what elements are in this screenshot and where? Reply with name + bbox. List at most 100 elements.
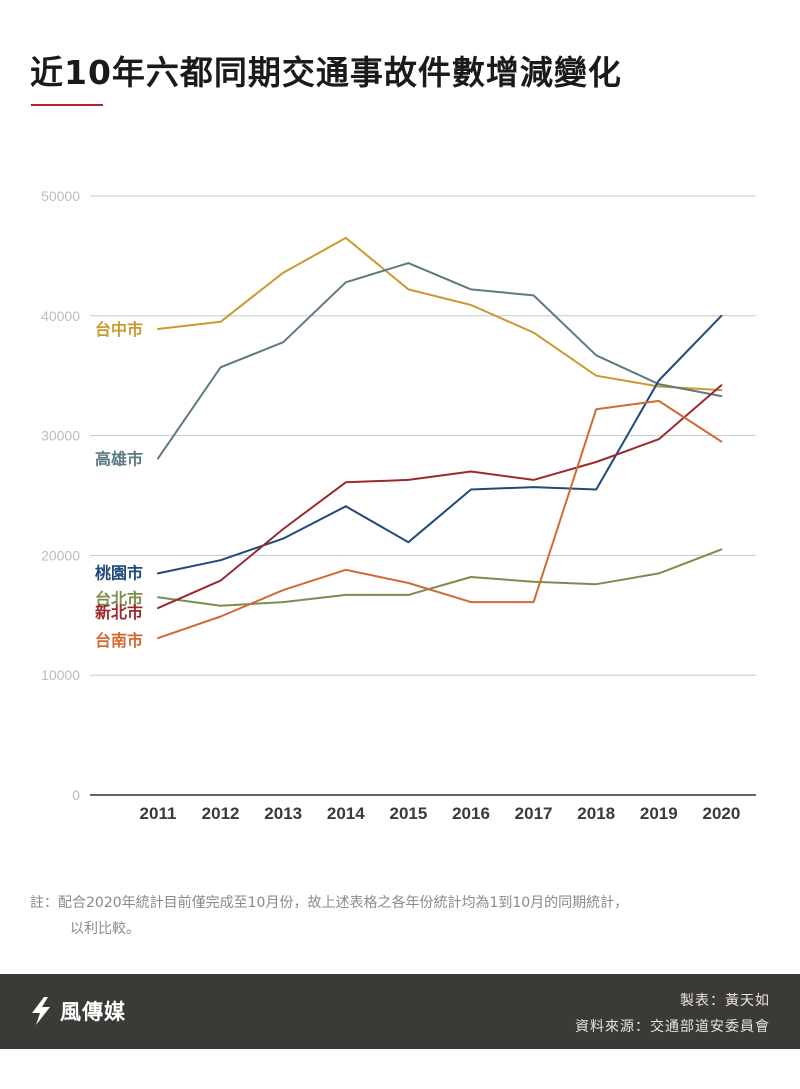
data-point — [156, 326, 161, 331]
x-tick-label: 2017 — [515, 804, 553, 823]
x-tick-label: 2018 — [577, 804, 615, 823]
y-tick-label: 40000 — [41, 308, 80, 324]
x-tick-label: 2015 — [389, 804, 427, 823]
data-point — [406, 580, 411, 585]
data-point — [469, 487, 474, 492]
data-point — [656, 378, 661, 383]
brand-name: 風傳媒 — [60, 1000, 126, 1024]
data-point — [218, 365, 223, 370]
footnote: 註：配合2020年統計目前僅完成至10月份，故上述表格之各年份統計均為1到10月… — [30, 890, 760, 942]
data-point — [406, 261, 411, 266]
data-point — [719, 313, 724, 318]
data-point — [469, 287, 474, 292]
gridlines — [90, 195, 756, 796]
data-point — [531, 330, 536, 335]
data-point — [531, 293, 536, 298]
x-tick-label: 2019 — [640, 804, 678, 823]
data-point — [719, 388, 724, 393]
data-point — [343, 235, 348, 240]
data-point — [281, 270, 286, 275]
credits: 製表：黃天如 資料來源：交通部道安委員會 — [575, 988, 770, 1040]
data-point — [469, 469, 474, 474]
y-tick-label: 10000 — [41, 667, 80, 683]
data-point — [343, 280, 348, 285]
data-point — [531, 579, 536, 584]
y-tick-label: 50000 — [41, 188, 80, 204]
data-point — [156, 606, 161, 611]
data-point — [218, 578, 223, 583]
series-lines — [156, 235, 724, 641]
data-point — [218, 558, 223, 563]
series-line — [157, 399, 723, 640]
series-label: 新北市 — [95, 603, 143, 622]
series-label: 台南市 — [95, 631, 143, 650]
data-point — [406, 540, 411, 545]
data-point — [406, 477, 411, 482]
y-tick-label: 20000 — [41, 547, 80, 563]
data-point — [719, 439, 724, 444]
series-label: 台北市 — [95, 589, 143, 608]
data-point — [594, 487, 599, 492]
data-point — [343, 592, 348, 597]
x-axis-ticks: 2011 2012 2013 2014 2015 2016 2017 2018 2019 2020 — [140, 804, 741, 823]
data-point — [469, 303, 474, 308]
x-tick-label: 2016 — [452, 804, 490, 823]
data-point — [594, 582, 599, 587]
y-tick-label: 30000 — [41, 428, 80, 444]
data-point — [281, 340, 286, 345]
data-point — [594, 407, 599, 412]
data-point — [156, 636, 161, 641]
data-point — [469, 600, 474, 605]
data-point — [594, 353, 599, 358]
data-point — [594, 373, 599, 378]
series-line — [157, 314, 723, 575]
data-point — [531, 477, 536, 482]
data-point — [156, 456, 161, 461]
x-tick-label: 2012 — [202, 804, 240, 823]
lightning-bolt-icon — [32, 997, 50, 1025]
data-point — [594, 459, 599, 464]
series-label: 台中市 — [95, 320, 143, 339]
series-label: 高雄市 — [95, 449, 143, 468]
footnote-line-1: 註：配合2020年統計目前僅完成至10月份，故上述表格之各年份統計均為1到10月… — [30, 895, 629, 911]
series-label: 桃園市 — [95, 563, 143, 582]
data-point — [218, 614, 223, 619]
footer-bar: 風傳媒 製表：黃天如 資料來源：交通部道安委員會 — [0, 974, 800, 1049]
data-point — [656, 571, 661, 576]
data-point — [156, 571, 161, 576]
x-tick-label: 2011 — [140, 804, 177, 823]
data-point — [469, 574, 474, 579]
chart-title: 近10年六都同期交通事故件數增減變化 — [30, 53, 622, 92]
data-point — [281, 600, 286, 605]
data-point — [281, 527, 286, 532]
brand-logo[interactable]: 風傳媒 — [30, 996, 126, 1026]
y-tick-label: 0 — [72, 787, 80, 803]
title-accent-rule — [31, 104, 103, 106]
data-point — [719, 394, 724, 399]
data-point — [281, 536, 286, 541]
x-tick-label: 2013 — [264, 804, 302, 823]
data-point — [406, 592, 411, 597]
y-axis-ticks: 0 10000 20000 30000 40000 50000 — [41, 188, 80, 803]
credit-author: 製表：黃天如 — [680, 993, 770, 1009]
data-point — [531, 485, 536, 490]
x-tick-label: 2020 — [702, 804, 740, 823]
series-line — [157, 384, 723, 610]
data-point — [218, 603, 223, 608]
data-point — [343, 504, 348, 509]
series-line — [157, 548, 723, 607]
data-point — [218, 319, 223, 324]
data-point — [343, 567, 348, 572]
x-tick-label: 2014 — [327, 804, 365, 823]
series-line — [157, 262, 723, 460]
series-line — [157, 236, 723, 392]
credit-source: 資料來源：交通部道安委員會 — [575, 1019, 770, 1035]
footnote-line-2: 以利比較。 — [70, 921, 140, 937]
data-point — [719, 383, 724, 388]
data-point — [656, 437, 661, 442]
data-point — [406, 287, 411, 292]
data-point — [343, 480, 348, 485]
data-point — [656, 398, 661, 403]
